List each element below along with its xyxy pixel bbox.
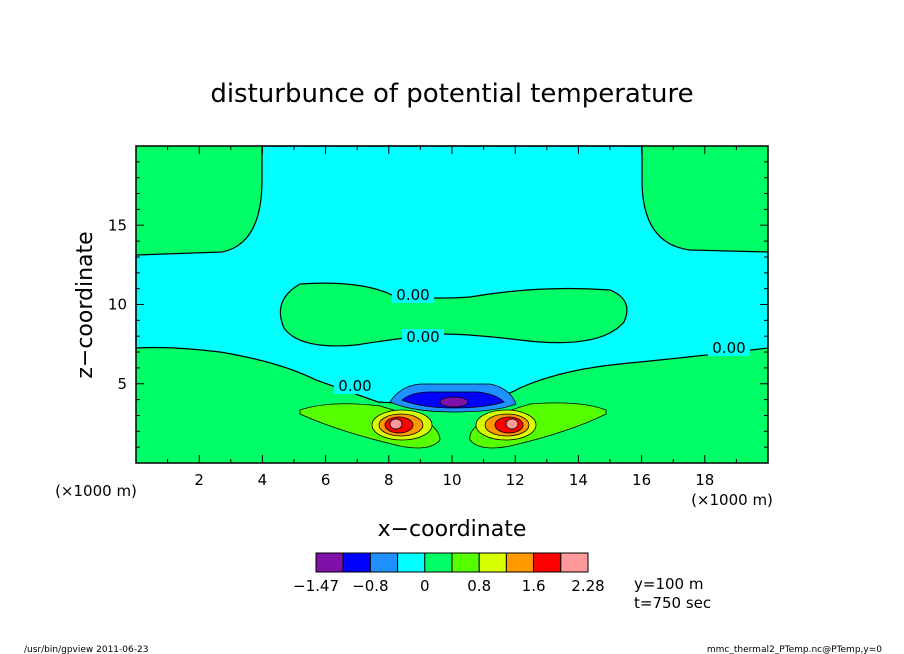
annotation-y: y=100 m — [634, 575, 703, 593]
colorbar-swatch — [451, 552, 480, 573]
contour-label: 0.00 — [396, 286, 429, 304]
x-tick-label: 2 — [194, 471, 204, 489]
y-tick-label: 10 — [108, 296, 127, 314]
colorbar-tick-label: 2.28 — [571, 577, 604, 595]
x-tick-label: 18 — [695, 471, 714, 489]
plume-right — [475, 409, 537, 441]
colorbar-tick-label: −0.8 — [352, 577, 388, 595]
annotation-t: t=750 sec — [634, 594, 711, 612]
y-axis-unit: (×1000 m) — [691, 491, 773, 509]
colorbar-swatch — [342, 552, 371, 573]
colorbar-tick-label: −1.47 — [293, 577, 339, 595]
contour-labels: 0.00 0.00 0.00 0.00 — [334, 286, 750, 395]
negative-cap — [389, 383, 517, 413]
colorbar-swatch — [424, 552, 453, 573]
colorbar-swatch — [533, 552, 562, 573]
footer-right: mmc_thermal2_PTemp.nc@PTemp,y=0 — [707, 645, 882, 654]
colorbar-swatch — [505, 552, 535, 573]
y-tick-label: 5 — [117, 375, 127, 393]
colorbar-swatch — [397, 552, 426, 573]
y-axis-label: z−coordinate — [73, 231, 98, 378]
plot-area — [135, 145, 769, 463]
y-axis: 5 10 15 — [108, 145, 768, 464]
footer-left: /usr/bin/gpview 2011-06-23 — [24, 645, 148, 654]
colorbar-swatch — [369, 552, 399, 573]
colorbar-tick-label: 1.6 — [522, 577, 546, 595]
x-tick-label: 14 — [569, 471, 588, 489]
x-axis-label: x−coordinate — [378, 517, 527, 542]
x-tick-label: 8 — [384, 471, 394, 489]
colorbar — [315, 552, 589, 573]
x-tick-label: 12 — [506, 471, 525, 489]
chart-title: disturbunce of potential temperature — [210, 79, 693, 109]
contour-label: 0.00 — [712, 339, 745, 357]
colorbar-swatch — [478, 552, 507, 573]
contour-label: 0.00 — [406, 328, 439, 346]
plume-left — [371, 409, 433, 441]
colorbar-swatch — [315, 552, 344, 573]
x-tick-label: 6 — [321, 471, 331, 489]
colorbar-tick-label: 0.8 — [467, 577, 491, 595]
colorbar-labels: −1.47 −0.8 0 0.8 1.6 2.28 — [293, 577, 605, 595]
colorbar-tick-label: 0 — [420, 577, 430, 595]
colorbar-swatch — [560, 552, 589, 573]
contour-label: 0.00 — [338, 377, 371, 395]
x-axis: 2 4 6 8 10 12 14 16 18 — [135, 146, 769, 489]
x-axis-unit: (×1000 m) — [55, 482, 137, 500]
y-tick-label: 15 — [108, 216, 127, 234]
x-tick-label: 16 — [632, 471, 651, 489]
x-tick-label: 4 — [258, 471, 268, 489]
x-tick-label: 10 — [442, 471, 461, 489]
